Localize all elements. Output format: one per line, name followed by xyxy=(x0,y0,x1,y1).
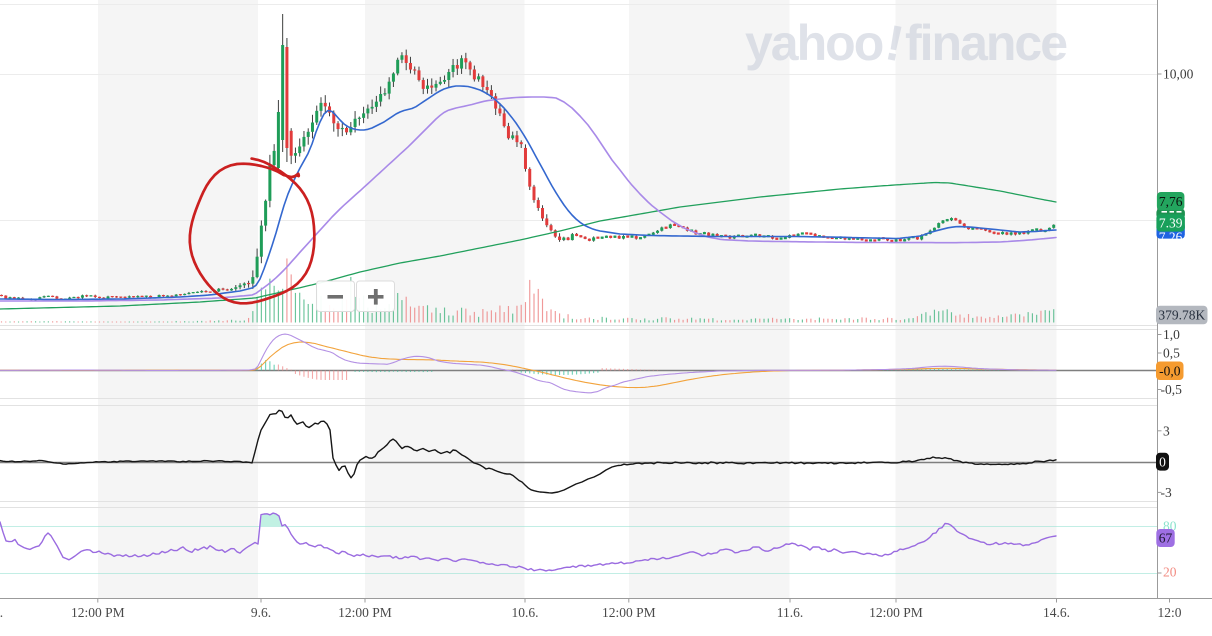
svg-text:67: 67 xyxy=(1159,531,1173,546)
svg-text:0,5: 0,5 xyxy=(1163,346,1180,361)
svg-text:3: 3 xyxy=(1163,423,1170,438)
svg-text:20: 20 xyxy=(1163,565,1177,580)
svg-text:10,00: 10,00 xyxy=(1163,67,1194,82)
svg-text:14.6.: 14.6. xyxy=(1043,605,1070,620)
svg-text:12:00 PM: 12:00 PM xyxy=(71,605,125,620)
svg-text:11.6.: 11.6. xyxy=(777,605,804,620)
svg-text:yahoo: yahoo xyxy=(745,15,883,71)
svg-text:-0,5: -0,5 xyxy=(1161,382,1183,397)
svg-text:1,0: 1,0 xyxy=(1163,327,1180,342)
svg-text:7,26: 7,26 xyxy=(1159,229,1183,244)
svg-text:12:00 PM: 12:00 PM xyxy=(869,605,923,620)
svg-text:10.6.: 10.6. xyxy=(512,605,539,620)
svg-text:7.39: 7.39 xyxy=(1159,216,1183,231)
svg-text:-3: -3 xyxy=(1161,485,1172,500)
svg-text:7,76: 7,76 xyxy=(1159,194,1183,209)
svg-text:-0,0: -0,0 xyxy=(1159,363,1181,378)
svg-text:9.6.: 9.6. xyxy=(251,605,271,620)
svg-text:12:00 PM: 12:00 PM xyxy=(338,605,392,620)
svg-text:12:00 PM: 12:00 PM xyxy=(602,605,656,620)
svg-text:379.78K: 379.78K xyxy=(1158,308,1205,323)
svg-text:0: 0 xyxy=(1159,454,1166,469)
svg-text:6.: 6. xyxy=(0,605,3,620)
svg-text:12:0: 12:0 xyxy=(1157,605,1181,620)
svg-text:finance: finance xyxy=(905,15,1067,71)
